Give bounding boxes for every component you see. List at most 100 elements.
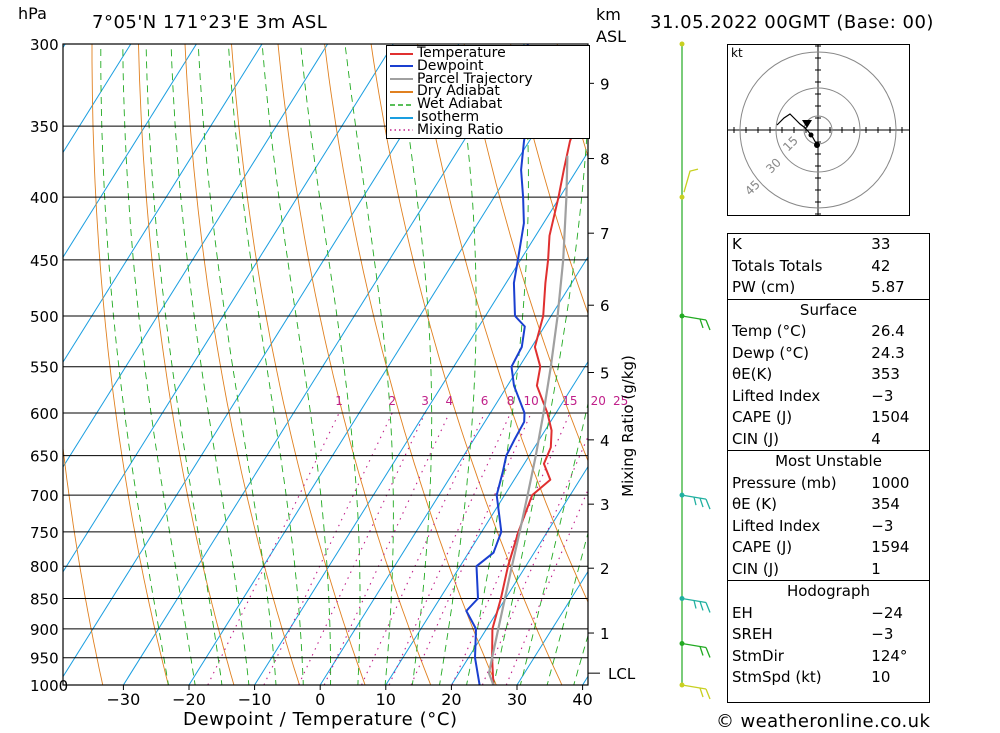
mixing-ratio-label: 1 (335, 394, 343, 408)
hodograph-unit-label: kt (731, 46, 743, 60)
index-value: 24.3 (871, 343, 905, 362)
index-row: CAPE (J) 1504 (728, 407, 929, 429)
legend-label: Dewpoint (417, 57, 484, 74)
wind-barb-dot (679, 41, 685, 47)
pressure-tick-label: 450 (30, 252, 59, 270)
index-label: Dewp (°C) (732, 343, 810, 362)
legend-label: Temperature (417, 45, 506, 61)
hodograph-header: Hodograph (728, 580, 929, 603)
lcl-label: LCL (608, 665, 636, 683)
index-label: CIN (J) (732, 559, 780, 578)
isotherm-line (450, 465, 588, 685)
temperature-tick-label: −30 (107, 690, 141, 709)
legend-swatch (390, 65, 413, 68)
index-label: θE(K) (732, 365, 773, 383)
index-value: 5.87 (871, 278, 905, 296)
index-label: Totals Totals (732, 256, 823, 275)
legend-label: Mixing Ratio (417, 121, 504, 138)
temperature-tick-label: 20 (441, 690, 461, 709)
index-value: −3 (871, 625, 894, 643)
dry-adiabat-line (510, 44, 588, 315)
legend-entry: Dry Adiabat (387, 84, 500, 98)
legend-swatch (390, 116, 413, 119)
pressure-tick-label: 850 (30, 590, 59, 608)
wet-adiabat-line (122, 44, 196, 685)
km-tick-label: 2 (600, 560, 610, 578)
wet-adiabat-line (197, 44, 277, 685)
temperature-tick-label: −20 (172, 690, 206, 709)
wet-adiabat-line (170, 44, 250, 685)
index-row: θE (K) 354 (728, 494, 929, 516)
index-row: CIN (J) 1 (728, 559, 929, 581)
pressure-tick-label: 650 (30, 448, 59, 466)
mixing-ratio-label: 25 (613, 394, 628, 408)
isotherm-line (63, 44, 263, 364)
legend-swatch (390, 90, 413, 93)
wind-barb (681, 684, 711, 700)
wet-adiabat-line (145, 44, 223, 685)
location-title: 7°05'N 171°23'E 3m ASL (92, 12, 328, 33)
indices-panel: K 33 Totals Totals 42 PW (cm) 5.87 Surface Te… (727, 233, 930, 703)
temperature-tick-label: −10 (238, 690, 272, 709)
mixing-ratio-line (207, 412, 340, 685)
index-value: 1000 (871, 473, 910, 492)
isotherm-line (254, 151, 588, 685)
index-label: CIN (J) (732, 429, 780, 448)
index-label: EH (732, 603, 753, 622)
mixing-ratio-line (388, 412, 512, 685)
index-value: 26.4 (871, 322, 905, 340)
km-tick-label: 8 (600, 151, 610, 169)
wet-adiabat-line (100, 44, 169, 685)
index-value: 1594 (871, 538, 910, 556)
index-label: StmDir (732, 646, 784, 665)
isotherm-line (385, 360, 588, 685)
dewpoint-line (465, 44, 531, 685)
index-row: Lifted Index −3 (728, 516, 929, 538)
isotherm-line (319, 255, 588, 685)
pressure-tick-label: 400 (30, 189, 59, 207)
km-tick-label: 1 (600, 625, 610, 643)
legend-entry: Isotherm (387, 110, 479, 124)
index-label: Pressure (mb) (732, 473, 837, 492)
index-row: SREH −3 (728, 624, 929, 646)
dry-adiabat-line (138, 44, 235, 685)
wind-barb (681, 642, 711, 658)
mixing-ratio-line (505, 488, 588, 685)
index-value: −24 (871, 603, 903, 622)
mixing-ratio-label: 6 (481, 394, 489, 408)
pressure-tick-label: 750 (30, 524, 59, 542)
wet-adiabat-line (227, 44, 304, 685)
wet-adiabat-line (300, 44, 361, 685)
index-label: SREH (732, 625, 773, 643)
index-value: −3 (871, 386, 894, 405)
mixing-ratio-label: 10 (524, 394, 539, 408)
index-value: 354 (871, 495, 900, 513)
most-unstable-header: Most Unstable (728, 450, 929, 473)
wet-adiabat-line (344, 44, 394, 685)
pressure-tick-label: 700 (30, 487, 59, 505)
index-row: CIN (J) 4 (728, 429, 929, 451)
datetime-label: 31.05.2022 00GMT (Base: 00) (650, 12, 934, 33)
index-label: Lifted Index (732, 516, 821, 535)
isotherm-line (0, 7, 23, 711)
dry-adiabat-line (277, 44, 432, 685)
mixing-ratio-label: 20 (591, 394, 606, 408)
legend-swatch (390, 78, 413, 81)
mixing-ratio-label: 8 (507, 394, 515, 408)
mixing-ratio-label: 3 (421, 394, 429, 408)
index-value: 33 (871, 235, 891, 253)
mixing-ratio-axis-title: Mixing Ratio (g/kg) (619, 355, 637, 497)
index-value: 42 (871, 256, 891, 275)
storm-motion-marker (814, 142, 820, 148)
dry-adiabat-line (370, 44, 563, 685)
dry-adiabat-line (324, 44, 497, 685)
mixing-ratio-line (451, 412, 571, 685)
index-label: Temp (°C) (732, 322, 807, 340)
temperature-tick-label: 30 (507, 690, 527, 709)
mixing-ratio-label: 4 (445, 394, 453, 408)
plot-frame (62, 43, 589, 686)
isotherm-line (63, 44, 197, 259)
pressure-tick-label: 550 (30, 359, 59, 377)
wet-adiabat-line (519, 401, 588, 685)
index-row: EH −24 (728, 603, 929, 625)
